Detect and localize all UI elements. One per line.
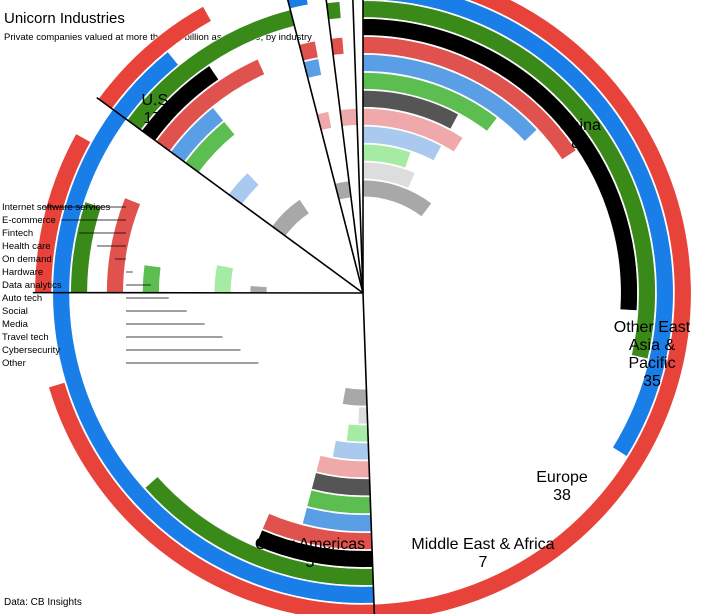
ring-segment [362, 143, 412, 169]
industry-legend-label: Travel tech [2, 332, 49, 343]
ring-segment [144, 476, 374, 586]
region-labels: U.S. 172 China 89 Other East Asia & Pacific 35 E… [141, 92, 690, 571]
industry-legend-label: Data analytics [2, 280, 62, 291]
ring-segment [262, 513, 373, 550]
region-separator [352, 0, 364, 294]
ring-segment [362, 0, 656, 360]
ring-segment [311, 472, 371, 496]
region-label: China 89 [559, 117, 601, 152]
industry-legend-label: Media [2, 319, 29, 330]
region-total: 5 [306, 554, 315, 571]
ring-segment [362, 18, 638, 311]
region-separators [32, 0, 376, 614]
ring-segment [141, 65, 220, 141]
ring-segment [142, 264, 162, 294]
ring-segment [315, 455, 370, 478]
region-separator [96, 96, 364, 294]
industry-legend-label: Internet software services [2, 202, 110, 213]
region-separator [325, 0, 364, 294]
ring-segment [170, 107, 224, 163]
region-label: U.S. 172 [141, 92, 172, 127]
ring-segment [362, 90, 459, 130]
ring-segment [332, 440, 370, 461]
industry-legend-label: Social [2, 306, 28, 317]
industry-legend-label: Auto tech [2, 293, 42, 304]
ring-segment [362, 107, 464, 153]
ring-segment [306, 489, 372, 514]
ring-segment [302, 507, 372, 532]
ring-segment [362, 161, 416, 189]
region-label: Europe 38 [536, 469, 588, 504]
ring-segment [98, 5, 212, 110]
industry-legend-label: Hardware [2, 267, 43, 278]
ring-segment [155, 58, 266, 152]
ring-segment [254, 529, 374, 568]
ring-segment [106, 197, 141, 294]
ring-segment [249, 285, 268, 294]
chart-title: Unicorn Industries [4, 10, 125, 27]
ring-segment [346, 423, 369, 443]
region-total: 38 [553, 487, 571, 504]
ring-segment [371, 0, 674, 457]
ring-segment [112, 51, 179, 120]
ring-segment [298, 40, 319, 62]
industry-legend-label: Other [2, 358, 26, 369]
ring-segment [271, 199, 310, 237]
industry-legend-label: E-commerce [2, 215, 56, 226]
ring-segment [362, 54, 538, 142]
ring-segment [34, 133, 92, 293]
ring-segment [373, 0, 692, 614]
region-label: Other Americas 5 [255, 536, 365, 571]
ring-segment [357, 406, 368, 425]
ring-segment [362, 36, 577, 161]
ring-segment [330, 37, 345, 56]
region-separator [362, 292, 376, 614]
region-label: Middle East & Africa 7 [411, 536, 554, 571]
ring-segment [303, 58, 322, 79]
industry-legend-label: Health care [2, 241, 51, 252]
industry-legend-label: On demand [2, 254, 52, 265]
ring-segment [48, 382, 375, 614]
ring-segments [34, 0, 692, 614]
region-total: 35 [643, 373, 661, 390]
ring-segment [362, 179, 433, 218]
ring-segment [326, 1, 342, 20]
ring-segment [342, 387, 368, 407]
region-total: 89 [571, 135, 589, 152]
industry-legend: Internet software services E-commerce Fint… [2, 202, 259, 369]
region-total: 7 [479, 554, 488, 571]
ring-segment [339, 108, 358, 127]
ring-segment [287, 0, 309, 10]
ring-segment [362, 72, 498, 132]
industry-legend-label: Fintech [2, 228, 33, 239]
ring-segment [362, 125, 442, 162]
industry-legend-label: Cybersecurity [2, 345, 60, 356]
region-total: 172 [144, 110, 171, 127]
ring-segment [184, 121, 236, 173]
ring-segment [228, 172, 260, 205]
source-note: Data: CB Insights [4, 597, 82, 608]
ring-segment [213, 264, 234, 294]
region-label: Other East Asia & Pacific 35 [614, 319, 691, 390]
region-separator [286, 0, 364, 294]
